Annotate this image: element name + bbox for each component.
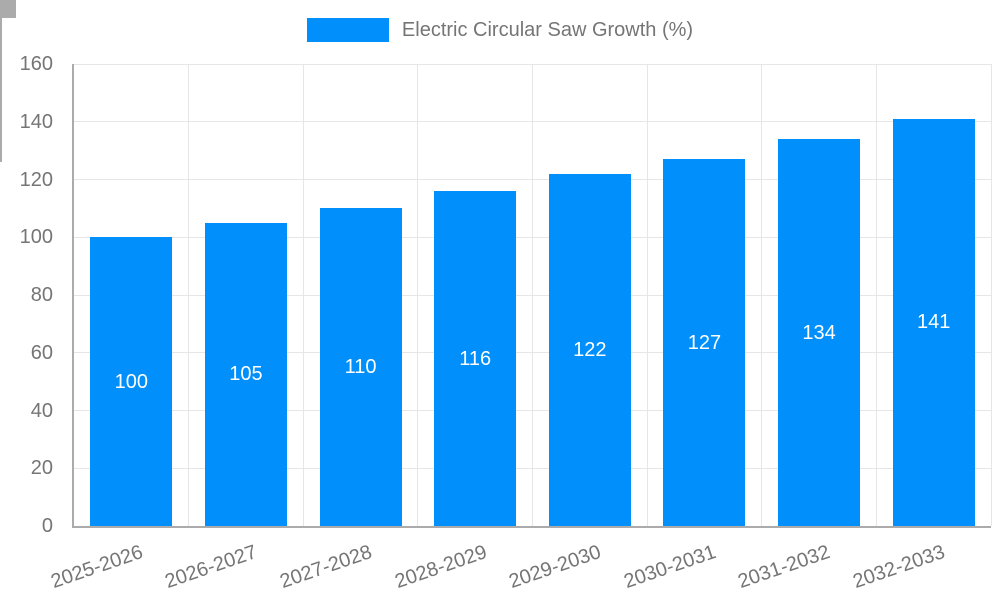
gridline-vertical [417,64,419,526]
y-tick-label: 80 [30,284,53,306]
bar-2029-2030[interactable] [548,173,631,526]
x-axis-tick [0,34,2,50]
y-axis-tick [0,12,16,14]
x-tick-label: 2027-2028 [277,541,375,593]
y-tick-label: 120 [19,168,53,191]
bar-2030-2031[interactable] [663,159,746,526]
y-axis-tick [0,8,16,10]
gridline-vertical [188,64,190,526]
y-axis-tick [0,4,16,6]
x-axis-tick [0,130,2,146]
x-tick-label: 2030-2031 [620,541,719,593]
y-tick-label: 100 [19,226,53,249]
x-tick-label: 2029-2030 [506,541,604,593]
bar-2026-2027[interactable] [204,222,287,526]
x-axis-tick [0,146,2,162]
y-axis-tick [0,14,16,16]
x-axis-tick [0,18,2,34]
y-axis-tick [0,16,16,18]
x-axis-tick [0,82,2,98]
bar-2031-2032[interactable] [778,139,861,526]
y-tick-label: 20 [30,457,53,480]
legend-swatch-icon [306,18,389,42]
bar-2032-2033[interactable] [892,118,975,526]
y-axis-line [72,64,74,528]
gridline-vertical [875,64,877,526]
x-axis-line [72,526,991,528]
y-axis-tick [0,10,16,12]
bar-2025-2026[interactable] [90,237,173,526]
x-axis-tick [0,66,2,82]
x-tick-label: 2032-2033 [850,541,948,593]
gridline-vertical [646,64,648,526]
y-axis-tick [0,6,16,8]
x-tick-label: 2028-2029 [391,541,490,593]
bar-2027-2028[interactable] [319,208,402,526]
gridline-vertical [990,64,992,526]
x-axis-tick [0,114,2,130]
x-tick-label: 2031-2032 [735,541,834,593]
y-tick-label: 40 [30,399,53,422]
x-tick-label: 2025-2026 [47,541,146,593]
legend-label: Electric Circular Saw Growth (%) [401,19,694,41]
y-axis-tick [0,2,16,4]
y-axis-tick [0,0,16,2]
gridline-vertical [302,64,304,526]
x-tick-label: 2026-2027 [162,541,261,593]
x-axis-tick [0,98,2,114]
legend: Electric Circular Saw Growth (%) [0,18,1000,42]
y-tick-label: 140 [19,110,53,133]
y-tick-label: 60 [30,341,53,364]
x-axis-tick [0,50,2,66]
bar-2028-2029[interactable] [434,191,517,526]
legend-item[interactable]: Electric Circular Saw Growth (%) [306,18,694,42]
gridline-vertical [761,64,763,526]
y-tick-label: 0 [41,515,53,537]
gridline-vertical [532,64,533,526]
y-tick-label: 160 [19,53,53,75]
